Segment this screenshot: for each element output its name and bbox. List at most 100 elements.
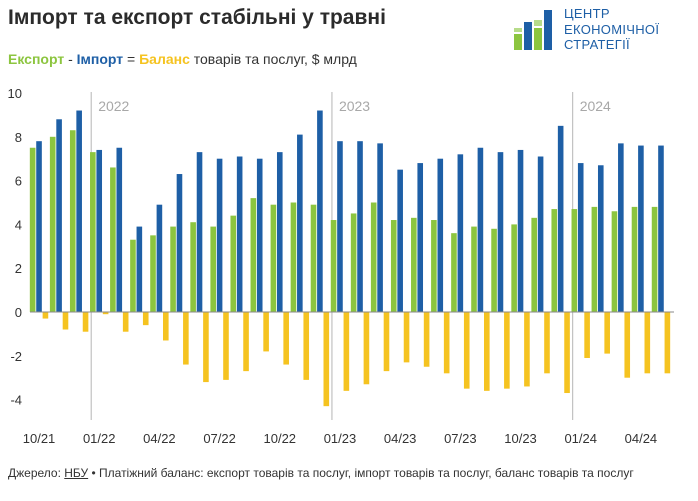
bar-export bbox=[310, 204, 317, 312]
bar-balance bbox=[363, 312, 370, 385]
chart-subtitle: Експорт - Імпорт = Баланс товарів та пос… bbox=[8, 51, 357, 67]
bar-export bbox=[90, 152, 96, 312]
bar-export bbox=[290, 202, 297, 312]
bar-balance bbox=[524, 312, 530, 387]
bar-import bbox=[597, 165, 604, 312]
bar-balance bbox=[544, 312, 550, 374]
bar-import bbox=[337, 141, 343, 312]
x-tick-label: 10/21 bbox=[23, 431, 56, 446]
bar-balance bbox=[263, 312, 269, 352]
x-tick-label: 07/22 bbox=[203, 431, 236, 446]
bar-export bbox=[551, 209, 558, 312]
year-label: 2024 bbox=[580, 98, 611, 114]
bar-logo-icon bbox=[514, 10, 552, 50]
bar-import bbox=[477, 147, 484, 312]
bar-balance bbox=[283, 312, 289, 365]
bar-balance bbox=[383, 312, 390, 372]
x-tick-label: 04/23 bbox=[384, 431, 417, 446]
bar-balance bbox=[203, 312, 209, 383]
bar-import bbox=[56, 119, 62, 312]
bar-import bbox=[658, 145, 664, 312]
bar-balance bbox=[624, 312, 631, 378]
bar-export bbox=[611, 211, 618, 312]
y-tick-label: 0 bbox=[15, 305, 22, 320]
bar-import bbox=[557, 125, 564, 312]
bar-export bbox=[531, 217, 537, 312]
bar-export bbox=[250, 198, 257, 312]
source-note: Джерело: НБУ • Платіжний баланс: експорт… bbox=[8, 466, 692, 481]
bar-export bbox=[190, 222, 196, 312]
bar-balance bbox=[443, 312, 450, 374]
bar-balance bbox=[463, 312, 470, 389]
bar-import bbox=[256, 158, 263, 312]
bar-import bbox=[136, 226, 143, 312]
logo-line-1: ЦЕНТР bbox=[564, 6, 610, 21]
bar-import bbox=[397, 169, 403, 312]
y-tick-label: 8 bbox=[15, 130, 22, 145]
bar-import bbox=[457, 154, 464, 312]
logo-line-3: СТРАТЕГІЇ bbox=[564, 37, 630, 52]
bar-import bbox=[216, 158, 223, 312]
bar-balance bbox=[62, 312, 69, 330]
bar-export bbox=[390, 220, 397, 312]
bar-balance bbox=[484, 312, 490, 391]
bar-balance bbox=[403, 312, 410, 363]
bar-import bbox=[116, 147, 123, 312]
legend-separator-equals: = bbox=[123, 51, 140, 67]
bar-balance bbox=[163, 312, 169, 341]
bar-balance bbox=[644, 312, 651, 374]
bar-import bbox=[176, 174, 183, 312]
bar-export bbox=[330, 220, 337, 312]
bar-balance bbox=[584, 312, 590, 358]
bar-export bbox=[631, 206, 638, 312]
bar-import bbox=[638, 145, 644, 312]
bar-import bbox=[236, 156, 243, 312]
y-tick-label: 10 bbox=[8, 86, 22, 101]
bar-import bbox=[497, 152, 504, 312]
legend-balance: Баланс bbox=[139, 51, 190, 67]
subtitle-units: товарів та послуг, $ млрд bbox=[189, 51, 357, 67]
x-tick-label: 07/23 bbox=[444, 431, 477, 446]
bar-export bbox=[150, 235, 156, 312]
bar-import bbox=[417, 163, 424, 312]
x-tick-label: 01/24 bbox=[564, 431, 597, 446]
x-tick-label: 04/24 bbox=[625, 431, 658, 446]
x-tick-label: 01/23 bbox=[324, 431, 357, 446]
bar-import bbox=[317, 110, 323, 312]
bar-import bbox=[577, 163, 584, 312]
bar-balance bbox=[564, 312, 570, 394]
x-tick-label: 10/22 bbox=[264, 431, 297, 446]
bar-balance bbox=[142, 312, 149, 326]
bar-export bbox=[370, 202, 377, 312]
source-link-nbu[interactable]: НБУ bbox=[64, 466, 89, 480]
y-tick-label: 4 bbox=[15, 217, 22, 232]
bar-import bbox=[537, 156, 544, 312]
legend-import: Імпорт bbox=[76, 51, 124, 67]
bar-export bbox=[69, 130, 76, 312]
bar-import bbox=[517, 149, 524, 312]
bar-balance bbox=[102, 312, 109, 315]
bar-balance bbox=[343, 312, 350, 391]
bar-export bbox=[230, 215, 237, 312]
ces-logo: ЦЕНТР ЕКОНОМІЧНОЇ СТРАТЕГІЇ bbox=[512, 6, 692, 62]
bar-balance bbox=[223, 312, 229, 380]
bar-balance bbox=[323, 312, 330, 407]
legend-separator-minus: - bbox=[64, 51, 77, 67]
bar-balance bbox=[504, 312, 510, 389]
bar-export bbox=[651, 206, 658, 312]
legend-export: Експорт bbox=[8, 51, 65, 67]
bar-export bbox=[350, 213, 357, 312]
y-tick-label: 6 bbox=[15, 174, 22, 189]
y-tick-label: 2 bbox=[15, 261, 22, 276]
source-prefix: Джерело: bbox=[8, 466, 65, 480]
year-label: 2023 bbox=[339, 98, 370, 114]
bar-export bbox=[511, 224, 517, 312]
bar-export bbox=[29, 147, 36, 312]
x-tick-label: 10/23 bbox=[504, 431, 537, 446]
x-tick-label: 04/22 bbox=[143, 431, 176, 446]
chart-title: Імпорт та експорт стабільні у травні bbox=[8, 6, 386, 29]
bar-export bbox=[451, 233, 457, 312]
bar-balance bbox=[82, 312, 89, 332]
bar-import bbox=[76, 110, 82, 312]
y-tick-label: -2 bbox=[10, 349, 22, 364]
